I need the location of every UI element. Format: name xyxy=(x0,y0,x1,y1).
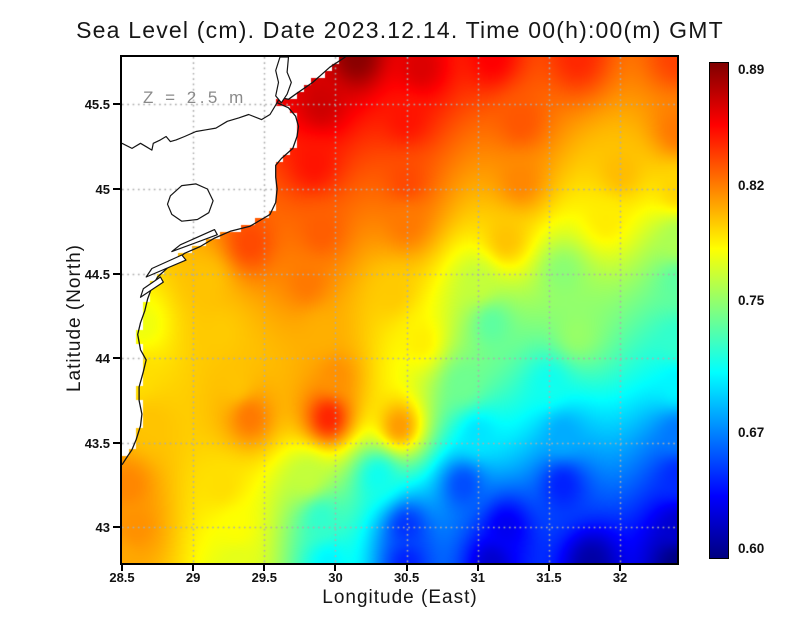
colorbar-tick-label: 0.67 xyxy=(738,425,765,441)
plot-title: Sea Level (cm). Date 2023.12.14. Time 00… xyxy=(76,17,724,43)
colorbar-tick-label: 0.82 xyxy=(738,177,765,193)
colorbar-tick-label: 0.75 xyxy=(738,293,765,309)
x-tick-label: 29 xyxy=(185,570,201,585)
x-tick-mark xyxy=(334,565,337,571)
x-tick-label: 31.5 xyxy=(536,570,562,585)
x-tick-label: 31 xyxy=(470,570,485,585)
danube-river-path xyxy=(122,102,278,151)
x-tick-label: 29.5 xyxy=(251,570,277,585)
y-tick-label: 44 xyxy=(95,351,110,367)
y-tick-mark xyxy=(113,441,120,444)
x-tick-label: 30 xyxy=(328,570,343,585)
colorbar-tick-label: 0.60 xyxy=(738,540,765,556)
x-tick-mark xyxy=(476,565,479,571)
y-tick-label: 45 xyxy=(95,182,110,197)
coastline-path xyxy=(122,57,346,466)
coastline-svg xyxy=(122,57,346,466)
barrier-spit-path xyxy=(139,276,164,298)
x-tick-label: 30.5 xyxy=(393,570,420,585)
barrier-spit-path xyxy=(171,229,218,253)
x-tick-mark xyxy=(547,565,550,571)
y-tick-label: 45.5 xyxy=(84,97,110,113)
x-tick-label: 32 xyxy=(612,570,628,585)
y-tick-label: 44.5 xyxy=(84,266,110,282)
y-tick-mark xyxy=(113,526,120,529)
x-axis-label: Longitude (East) xyxy=(322,587,478,608)
colorbar-tick-label: 0.89 xyxy=(738,62,765,78)
x-tick-mark xyxy=(405,565,408,571)
y-tick-mark xyxy=(113,188,120,190)
barrier-spit-path xyxy=(145,254,187,278)
y-tick-label: 43.5 xyxy=(84,435,110,451)
x-tick-mark xyxy=(263,565,266,571)
barrier-spits-group xyxy=(139,229,218,298)
depth-annotation: Z = 2.5 m xyxy=(143,88,247,107)
y-tick-mark xyxy=(113,272,120,275)
lagoon-path xyxy=(166,183,214,222)
x-tick-label: 28.5 xyxy=(109,570,135,585)
spit-island-path xyxy=(275,57,292,104)
y-tick-label: 43 xyxy=(95,520,110,536)
colorbar xyxy=(709,62,729,559)
x-tick-mark xyxy=(619,565,622,571)
y-tick-mark xyxy=(113,103,120,106)
x-tick-mark xyxy=(121,565,123,571)
y-tick-mark xyxy=(113,357,120,360)
plot-border xyxy=(120,55,679,565)
field-canvas xyxy=(122,57,677,563)
x-tick-mark xyxy=(192,565,195,571)
